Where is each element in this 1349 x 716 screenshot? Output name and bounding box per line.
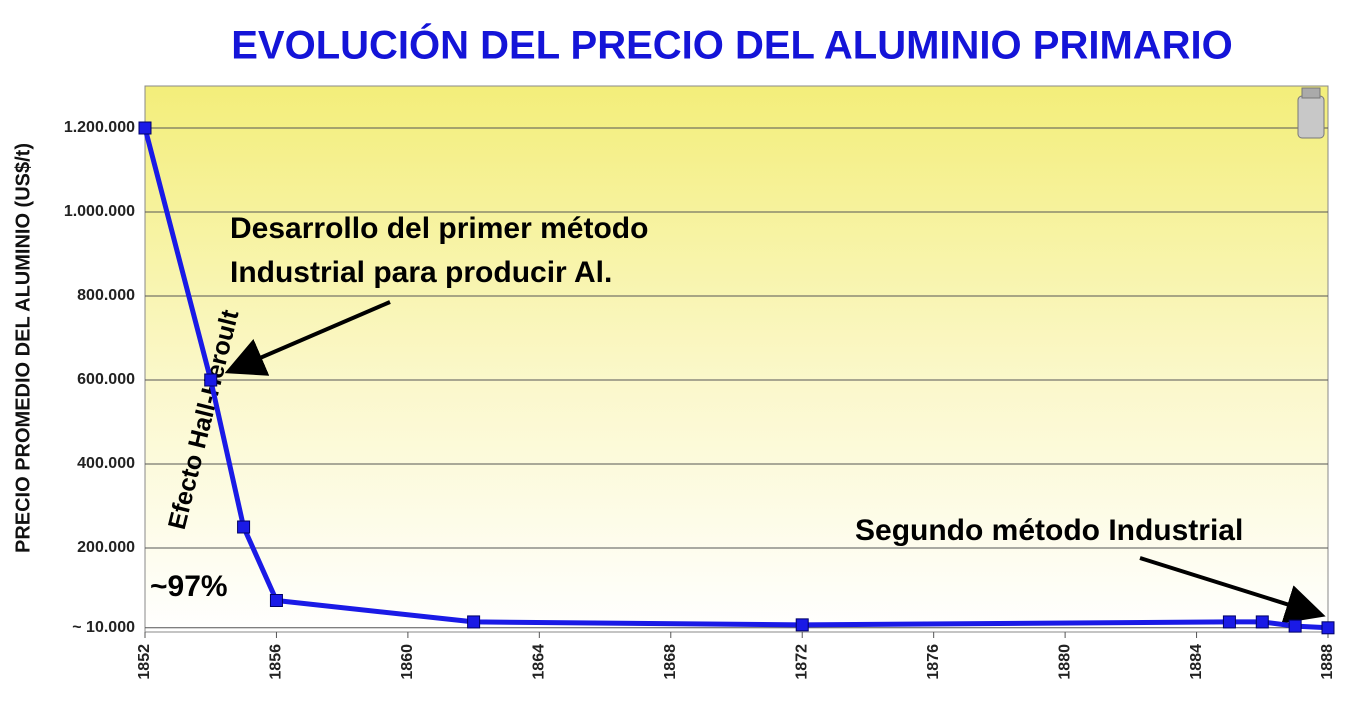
marker (1321, 621, 1335, 635)
chart-title: EVOLUCIÓN DEL PRECIO DEL ALUMINIO PRIMAR… (231, 22, 1233, 68)
x-tick-label: 1884 (1188, 644, 1205, 680)
x-tick-label: 1856 (268, 644, 285, 680)
x-tick-label: 1888 (1319, 644, 1336, 680)
marker (138, 121, 152, 135)
y-tick-label: ~ 10.000 (72, 619, 135, 636)
x-tick-label: 1868 (662, 644, 679, 680)
y-tick-label: 1.200.000 (64, 119, 135, 136)
marker (1288, 619, 1302, 633)
marker (1222, 615, 1236, 629)
y-tick-label: 800.000 (77, 287, 135, 304)
line (142, 127, 1329, 631)
can-icon (1297, 87, 1325, 139)
x-tick-label: 1876 (925, 644, 942, 680)
annotation: ~97% (150, 570, 228, 603)
x-tick-label: 1880 (1056, 644, 1073, 680)
arrow (224, 300, 391, 376)
x-tick-label: 1864 (531, 644, 548, 680)
plot-area (144, 85, 1329, 633)
marker (467, 615, 481, 629)
y-tick-label: 200.000 (77, 539, 135, 556)
marker (1255, 615, 1269, 629)
y-tick-label: 400.000 (77, 455, 135, 472)
annotation: Desarrollo del primer método (230, 212, 648, 245)
marker (795, 618, 809, 632)
arrow (1139, 556, 1326, 624)
y-tick-label: 600.000 (77, 371, 135, 388)
x-tick-label: 1852 (136, 644, 153, 680)
x-tick-label: 1860 (399, 644, 416, 680)
marker (204, 373, 218, 387)
marker (237, 520, 251, 534)
y-tick-label: 1.000.000 (64, 203, 135, 220)
x-tick-label: 1872 (793, 644, 810, 680)
marker (269, 594, 283, 607)
annotation: Industrial para producir Al. (230, 256, 612, 289)
y-axis-label: PRECIO PROMEDIO DEL ALUMINIO (US$/t) (12, 143, 34, 553)
annotation: Segundo método Industrial (855, 514, 1243, 547)
